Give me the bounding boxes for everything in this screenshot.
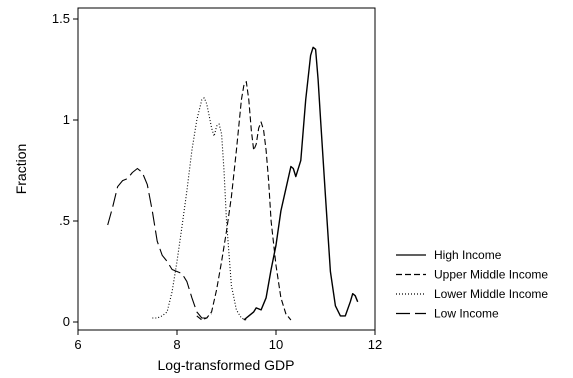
x-tick-label: 8 (173, 337, 180, 352)
y-tick-label: 1.5 (52, 11, 70, 26)
legend-label: Low Income (434, 307, 499, 321)
legend-label: Upper Middle Income (434, 268, 548, 282)
legend: High Income Upper Middle Income Lower Midd… (396, 248, 548, 321)
series-line-lower-middle-income (152, 97, 247, 321)
legend-label: High Income (434, 248, 502, 262)
series-line-high-income (243, 46, 359, 321)
y-tick-label: 0 (63, 314, 70, 329)
x-tick-label: 10 (269, 337, 283, 352)
y-axis-title: Fraction (13, 144, 29, 195)
x-tick-label: 6 (74, 337, 81, 352)
x-tick-label: 12 (368, 337, 382, 352)
y-tick-label: 1 (63, 112, 70, 127)
x-axis: 6 8 10 12 (74, 330, 382, 352)
plot-area-frame (77, 7, 376, 331)
x-axis-title: Log-transformed GDP (158, 357, 295, 373)
y-axis: 0 .5 1 1.5 (52, 11, 78, 329)
series-lines (107, 46, 359, 321)
series-line-upper-middle-income (196, 81, 292, 321)
legend-label: Lower Middle Income (434, 287, 548, 301)
series-line-low-income (107, 167, 212, 319)
y-tick-label: .5 (59, 213, 70, 228)
